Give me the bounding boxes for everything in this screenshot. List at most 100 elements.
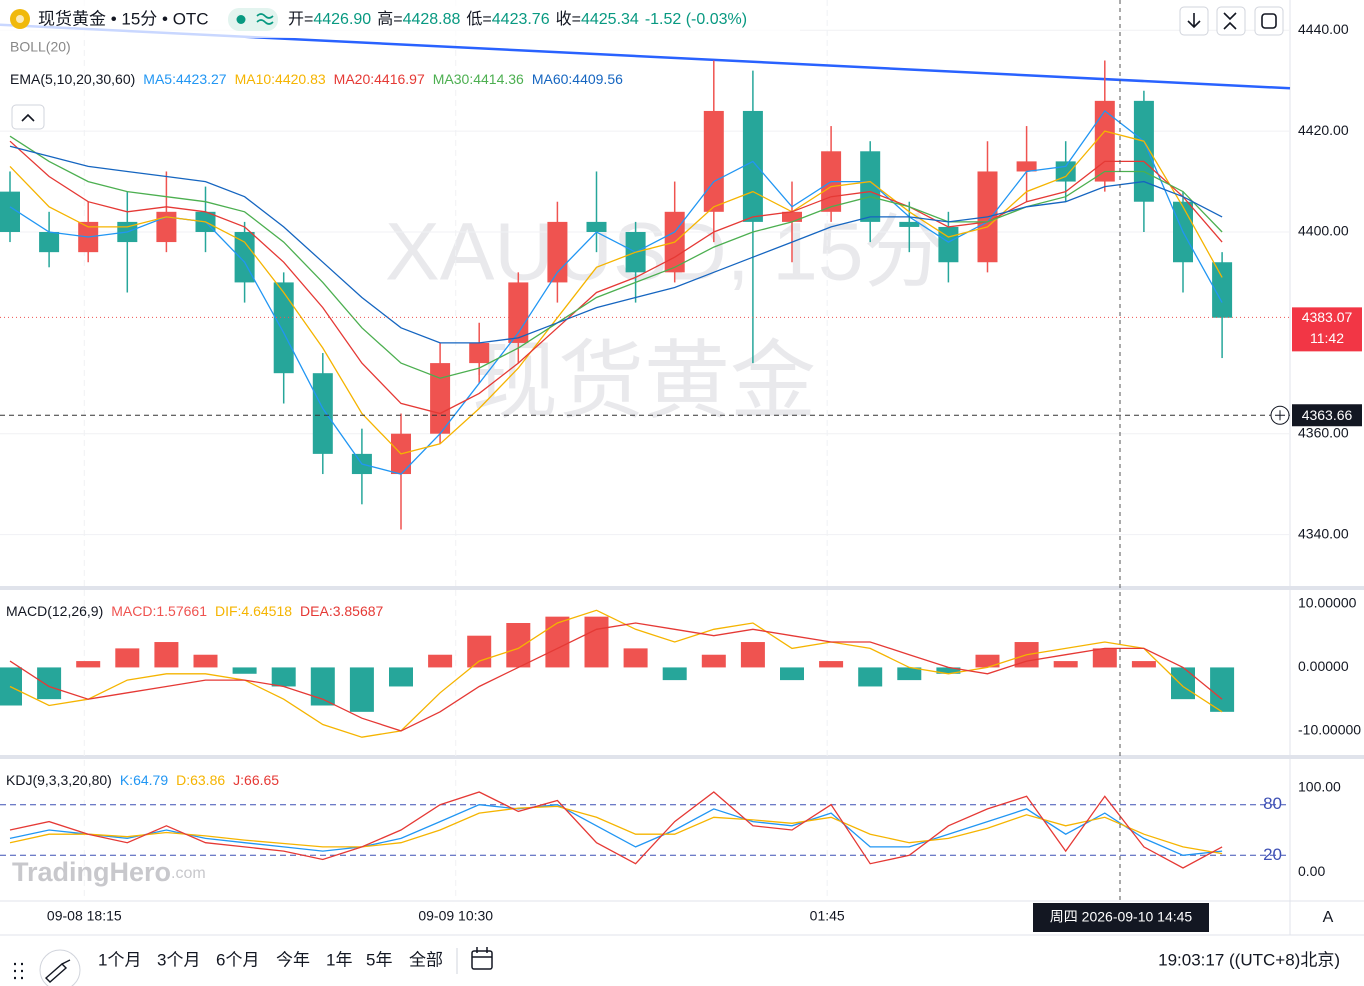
collapse-button[interactable] xyxy=(11,104,45,130)
drawing-icon xyxy=(44,959,71,983)
crosshair-time-box xyxy=(1033,903,1209,932)
legend-title: EMA(5,10,20,30,60) xyxy=(10,71,135,87)
candle-body xyxy=(782,211,802,222)
macd-bar xyxy=(193,654,218,668)
macd-bar xyxy=(545,616,570,668)
range-button[interactable]: 6个月 xyxy=(216,950,259,969)
legend-entry: D:63.86 xyxy=(176,772,225,788)
ema-legend: EMA(5,10,20,30,60) MA5:4423.27 MA10:4420.8… xyxy=(10,71,623,87)
header-bg xyxy=(0,0,800,38)
collapse-all-button[interactable] xyxy=(1216,6,1246,36)
candle-body xyxy=(508,282,529,343)
ohlc-legend: 开=4426.90 高=4428.88 低=4423.76 收=4425.34 -1.5… xyxy=(288,10,747,28)
ma-line xyxy=(9,109,1223,475)
macd-bar xyxy=(975,654,1000,668)
candle-body xyxy=(703,110,724,212)
range-button[interactable]: 3个月 xyxy=(157,950,200,969)
macd-bar xyxy=(506,623,531,668)
calendar-icon xyxy=(472,947,492,958)
y-tick-label: 0.00000 xyxy=(1298,658,1349,674)
indicator-boll: BOLL(20) xyxy=(10,39,71,55)
x-tick-label: 09-08 18:15 xyxy=(47,908,122,924)
macd-bar xyxy=(467,635,492,668)
y-tick-label: 4420.00 xyxy=(1298,122,1349,138)
toolbar: 19:03:17 ((UTC+8)北京) xyxy=(14,947,1340,986)
brand-domain: .com xyxy=(171,865,206,882)
symbol-title[interactable]: 现货黄金 • 15分 • OTC xyxy=(38,9,209,28)
scale-button-label[interactable]: A xyxy=(1323,909,1334,926)
pane-separator xyxy=(0,586,1364,590)
macd-legend: MACD(12,26,9) MACD:1.57661 DIF:4.64518 DEA:… xyxy=(6,603,384,619)
macd-bar xyxy=(37,667,62,700)
macd-bar xyxy=(349,667,374,712)
range-button[interactable]: 1年 xyxy=(326,950,352,969)
range-button[interactable]: 5年 xyxy=(366,950,392,969)
legend-entry: MA10:4420.83 xyxy=(235,71,326,87)
ohlc-value: 4428.88 xyxy=(403,11,461,28)
collapse-all-icon xyxy=(1223,12,1237,30)
grip-icon xyxy=(14,962,23,980)
legend-entry: J:66.65 xyxy=(233,772,279,788)
macd-bar xyxy=(389,667,413,687)
y-tick-label: 10.00000 xyxy=(1298,595,1357,611)
last-price-box xyxy=(1292,307,1362,352)
macd-line xyxy=(9,622,1223,732)
macd-line xyxy=(9,609,1223,738)
y-tick-label: -10.00000 xyxy=(1298,722,1361,738)
crosshair-time-label: 周四 2026-09-10 14:45 xyxy=(1050,909,1193,925)
download-icon xyxy=(1187,13,1201,29)
macd-bar xyxy=(428,654,453,668)
ma-line xyxy=(9,145,1223,344)
legend-entry: MA20:4416.97 xyxy=(334,71,425,87)
ma-line xyxy=(9,140,1223,415)
candle-body xyxy=(1016,161,1037,172)
watermark: 现货黄金 xyxy=(472,334,816,430)
candle-body xyxy=(469,342,490,364)
status-pill[interactable] xyxy=(228,8,278,31)
fullscreen-button[interactable] xyxy=(1254,6,1284,36)
drawing-button[interactable] xyxy=(39,949,81,986)
legend-title: MACD(12,26,9) xyxy=(6,603,103,619)
ohlc-change: -1.52 (-0.03%) xyxy=(645,11,747,28)
range-button[interactable]: 全部 xyxy=(409,950,443,969)
candle-body xyxy=(430,363,451,434)
y-tick-label: 100.00 xyxy=(1298,779,1341,795)
candle-body xyxy=(899,221,920,227)
macd-bar xyxy=(1171,667,1195,700)
y-tick-label: 4340.00 xyxy=(1298,525,1349,541)
y-tick-label: 4360.00 xyxy=(1298,424,1349,440)
calendar-button[interactable] xyxy=(471,950,493,970)
ohlc-label: 开= xyxy=(288,11,313,28)
clock: 19:03:17 ((UTC+8)北京) xyxy=(1158,950,1340,969)
macd-bar xyxy=(584,616,609,668)
range-button[interactable]: 1个月 xyxy=(98,950,141,969)
x-tick-label: 01:45 xyxy=(810,908,845,924)
crosshair-add-icon xyxy=(1275,410,1285,421)
macd-bar xyxy=(154,642,179,668)
candle-body xyxy=(1094,100,1115,182)
macd-bar xyxy=(780,667,804,681)
y-tick-label: 0.00 xyxy=(1298,863,1325,879)
candle-body xyxy=(39,231,60,253)
candle-body xyxy=(234,231,255,283)
legend-title: KDJ(9,3,3,20,80) xyxy=(6,772,112,788)
countdown: 11:42 xyxy=(1310,330,1344,346)
last-price-label: 4383.07 xyxy=(1302,309,1353,325)
collapse-icon xyxy=(21,113,35,122)
range-button[interactable]: 今年 xyxy=(276,950,310,969)
kdj-level-label: 20 xyxy=(1263,845,1282,864)
macd-bar xyxy=(662,667,687,681)
macd-bar xyxy=(1053,661,1078,668)
x-tick-label: 09-09 10:30 xyxy=(418,908,493,924)
ma-line xyxy=(9,135,1223,379)
crosshair-price-box xyxy=(1292,404,1362,427)
kdj-line xyxy=(9,791,1223,869)
macd-bar xyxy=(232,667,257,674)
ohlc-value: 4423.76 xyxy=(492,11,550,28)
brand-name: TradingHero xyxy=(12,857,171,887)
ma-line xyxy=(9,130,1223,455)
plot: 09-08 18:15 09-09 10:30 01:45 xyxy=(0,0,1291,924)
scale-button[interactable] xyxy=(1314,906,1342,930)
